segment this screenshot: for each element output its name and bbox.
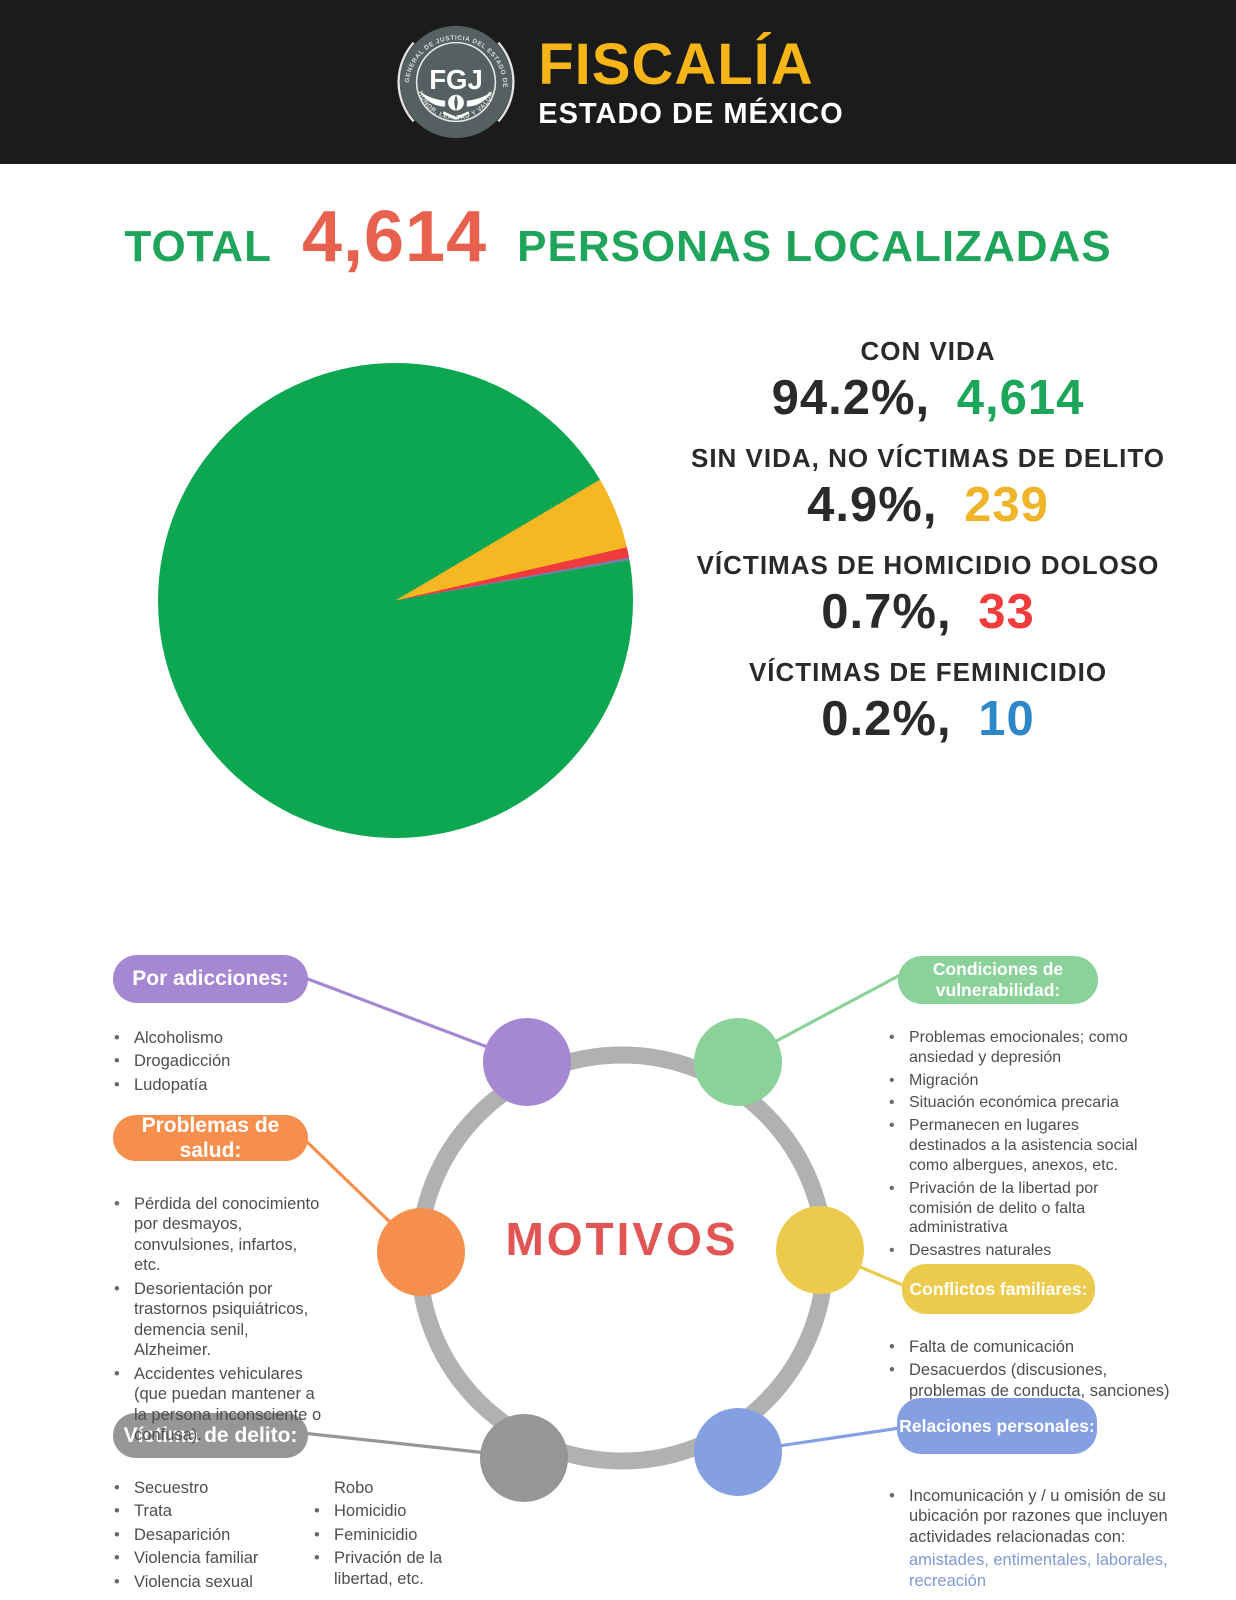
category-node-salud [377, 1208, 465, 1296]
category-list-delito: Secuestro Trata Desaparición Violencia f… [105, 1478, 473, 1595]
list-item: Pérdida del conocimiento por desmayos, c… [105, 1194, 323, 1276]
percent-value: 0.7%, [821, 585, 952, 639]
percent-value: 4.9%, [807, 478, 938, 532]
logo-outer-arc-left [397, 41, 415, 123]
brand-wordmark: FISCALÍA ESTADO DE MÉXICO [538, 31, 844, 130]
brand-subtitle: ESTADO DE MÉXICO [538, 97, 844, 130]
category-pill-personales: Relaciones personales: [897, 1398, 1097, 1454]
list-item: Drogadicción [105, 1051, 325, 1072]
brand-name: FISCALÍA [538, 31, 814, 97]
list-item: Privación de la libertad, etc. [305, 1548, 473, 1589]
title-suffix: PERSONAS LOCALIZADAS [517, 222, 1112, 271]
page-title: TOTAL 4,614 PERSONAS LOCALIZADAS [0, 196, 1236, 278]
category-node-vulnerabilidad [694, 1018, 782, 1106]
list-item: Permanecen en lugares destinados a la as… [880, 1116, 1148, 1175]
list-item: Violencia sexual [105, 1572, 283, 1593]
legend: CON VIDA 94.2%, 4,614 SIN VIDA, NO VÍCTI… [620, 336, 1236, 764]
list-item: Ludopatía [105, 1075, 325, 1096]
list-item: Secuestro [105, 1478, 283, 1499]
list-item: Situación económica precaria [880, 1093, 1148, 1113]
percent-value: 0.2%, [821, 692, 952, 746]
legend-value: 94.2%, 4,614 [620, 370, 1236, 426]
category-list-vulnerabilidad: Problemas emocionales; como ansiedad y d… [880, 1028, 1148, 1264]
legend-value: 4.9%, 239 [620, 477, 1236, 533]
motivos-section: MOTIVOS Por adicciones: Problemas de sal… [0, 900, 1236, 1600]
list-item: Violencia familiar [105, 1548, 283, 1569]
legend-label: SIN VIDA, NO VÍCTIMAS DE DELITO [690, 443, 1165, 473]
legend-label: VÍCTIMAS DE HOMICIDIO DOLOSO [696, 550, 1160, 580]
legend-label: VÍCTIMAS DE FEMINICIDIO [748, 657, 1108, 687]
header: FISCALÍA GENERAL DE JUSTICIA DEL ESTADO … [0, 0, 1236, 164]
category-list-adicciones: Alcoholismo Drogadicción Ludopatía [105, 1028, 325, 1098]
logo-inner-ring [416, 41, 497, 123]
count-value: 4,614 [956, 371, 1085, 425]
list-item: Desacuerdos (discusiones, problemas de c… [880, 1360, 1170, 1401]
percent-value: 94.2%, [771, 371, 931, 425]
list-item: Desastres naturales [880, 1241, 1148, 1261]
list-item: Trata [105, 1501, 283, 1522]
category-pill-familiares: Conflictos familiares: [902, 1264, 1095, 1314]
list-item: Robo [334, 1479, 374, 1497]
category-list-salud: Pérdida del conocimiento por desmayos, c… [105, 1194, 323, 1448]
list-item: Incomunicación y / u omisión de su ubica… [880, 1486, 1172, 1547]
legend-label: CON VIDA [860, 336, 996, 366]
legend-item: VÍCTIMAS DE FEMINICIDIO 0.2%, 10 [620, 657, 1236, 747]
category-list-personales: Incomunicación y / u omisión de su ubica… [880, 1486, 1172, 1591]
logo-acronym: FGJ [429, 64, 483, 95]
legend-value: 0.2%, 10 [620, 691, 1236, 747]
legend-item: VÍCTIMAS DE HOMICIDIO DOLOSO 0.7%, 33 [620, 550, 1236, 640]
list-item: Problemas emocionales; como ansiedad y d… [880, 1028, 1148, 1068]
category-pill-vulnerabilidad: Condiciones de vulnerabilidad: [898, 956, 1098, 1004]
list-item: Desaparición [105, 1525, 283, 1546]
list-item: Feminicidio [305, 1525, 473, 1546]
title-prefix: TOTAL [124, 222, 272, 271]
list-item: Alcoholismo [105, 1028, 325, 1049]
personales-highlight-text: amistades, entimentales, laborales, recr… [909, 1551, 1168, 1590]
count-value: 239 [964, 478, 1049, 532]
list-item: Accidentes vehiculares (que puedan mante… [105, 1364, 323, 1446]
category-list-familiares: Falta de comunicación Desacuerdos (discu… [880, 1337, 1170, 1404]
list-item: Desorientación por trastornos psiquiátri… [105, 1279, 323, 1361]
category-node-delito [480, 1414, 568, 1502]
logo-outer-arc-right [497, 41, 515, 123]
category-node-adicciones [483, 1018, 571, 1106]
fgj-logo: FISCALÍA GENERAL DE JUSTICIA DEL ESTADO … [392, 18, 515, 139]
list-item: Privación de la libertad por comisión de… [880, 1179, 1148, 1238]
category-node-familiares [776, 1206, 864, 1294]
wings-emblem-icon [419, 90, 493, 120]
legend-item: SIN VIDA, NO VÍCTIMAS DE DELITO 4.9%, 23… [620, 443, 1236, 533]
motivos-center-label: MOTIVOS [505, 1213, 739, 1265]
category-pill-adicciones: Por adicciones: [113, 955, 308, 1003]
legend-item: CON VIDA 94.2%, 4,614 [620, 336, 1236, 426]
category-pill-salud: Problemas de salud: [113, 1114, 308, 1162]
pie-chart [158, 363, 633, 838]
count-value: 33 [978, 585, 1035, 639]
list-item: Homicidio [305, 1501, 473, 1522]
list-item: Falta de comunicación [880, 1337, 1170, 1358]
category-node-personales [694, 1408, 782, 1496]
total-count: 4,614 [301, 197, 488, 277]
legend-value: 0.7%, 33 [620, 584, 1236, 640]
count-value: 10 [978, 692, 1035, 746]
list-item: Migración [880, 1071, 1148, 1091]
